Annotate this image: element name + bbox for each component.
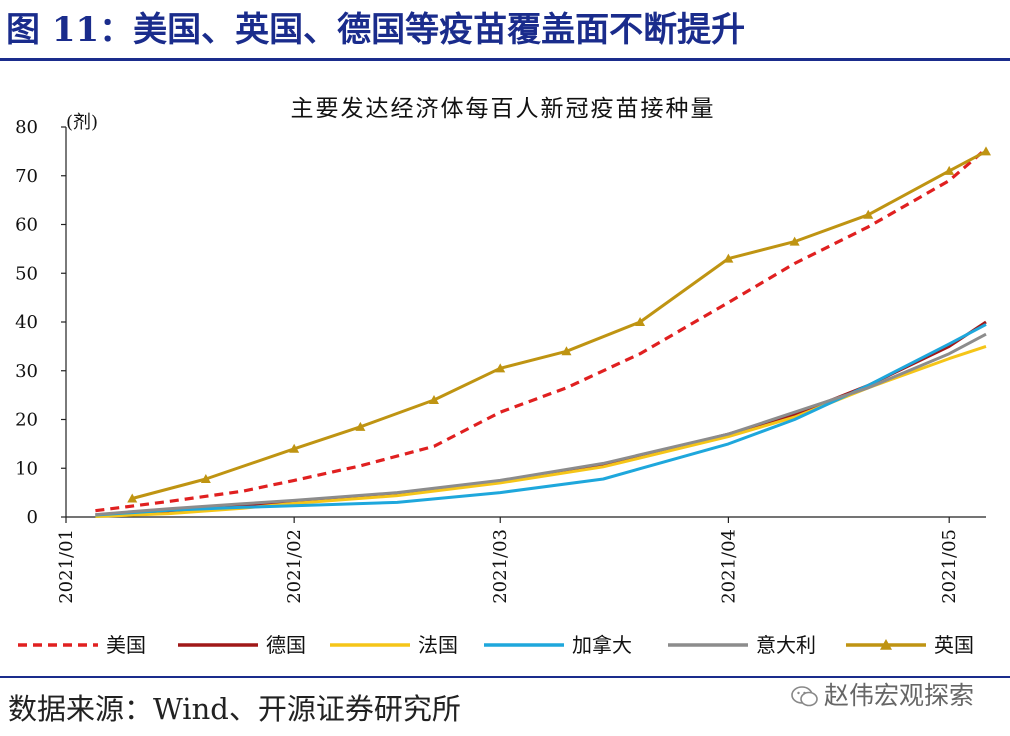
y-axis-ticks: 0 10 20 30 40 50 60 70 80 (15, 117, 66, 528)
series-marker (200, 473, 211, 483)
series-line-3 (95, 323, 987, 517)
x-tick-label: 2021/05 (939, 529, 960, 604)
series-line-4 (95, 332, 987, 517)
y-tick-label: 10 (15, 458, 38, 479)
y-tick-label: 60 (15, 215, 38, 236)
y-tick-label: 80 (15, 117, 38, 138)
legend-label: 法国 (418, 633, 458, 657)
legend-label: 英国 (934, 633, 974, 657)
bottom-rule (0, 676, 1010, 678)
series-marker (355, 421, 366, 431)
y-tick-label: 40 (15, 312, 38, 333)
series-marker (561, 346, 572, 356)
series-marker (981, 146, 991, 156)
legend-label: 美国 (106, 633, 146, 657)
series-lines (95, 146, 991, 518)
y-tick-label: 30 (15, 361, 38, 382)
line-chart: 主要发达经济体每百人新冠疫苗接种量 (剂) 01020304050607080 … (15, 96, 991, 657)
series-marker (289, 443, 300, 453)
source-note: 数据来源：Wind、开源证券研究所 (8, 692, 461, 726)
x-tick-label: 2021/03 (490, 529, 511, 604)
legend-label: 加拿大 (572, 633, 632, 657)
x-tick-label: 2021/02 (284, 529, 305, 604)
x-tick-label: 2021/01 (56, 529, 77, 604)
legend: 美国 德国 法国 加拿大 意大利 英国 (18, 633, 974, 657)
y-tick-label: 70 (15, 166, 38, 187)
watermark: 赵伟宏观探索 (790, 676, 974, 712)
chart-title: 主要发达经济体每百人新冠疫苗接种量 (291, 96, 716, 122)
y-tick-label: 0 (27, 507, 38, 528)
y-tick-label: 20 (15, 410, 38, 431)
y-tick-label: 50 (15, 263, 38, 284)
series-marker (495, 363, 506, 373)
series-marker (944, 165, 955, 175)
series-marker (863, 209, 874, 219)
series-line-5 (131, 150, 987, 500)
top-rule (0, 58, 1010, 61)
series-line-0 (95, 147, 988, 513)
legend-marker (880, 639, 892, 650)
wechat-icon (791, 686, 818, 707)
watermark-text: 赵伟宏观探索 (824, 681, 975, 710)
legend-label: 德国 (266, 633, 306, 657)
x-tick-label: 2021/04 (718, 529, 739, 604)
series-marker (127, 493, 138, 503)
series-marker (789, 236, 800, 246)
figure-title: 图 11：美国、英国、德国等疫苗覆盖面不断提升 (6, 10, 746, 50)
legend-label: 意大利 (756, 633, 816, 657)
x-axis-ticks: 2021/01 2021/02 2021/03 2021/04 2021/05 (56, 517, 960, 604)
series-line-2 (95, 344, 987, 518)
series-marker (429, 395, 439, 404)
y-axis-unit-label: (剂) (66, 112, 98, 133)
series-marker (635, 317, 646, 326)
series-marker (723, 253, 734, 263)
